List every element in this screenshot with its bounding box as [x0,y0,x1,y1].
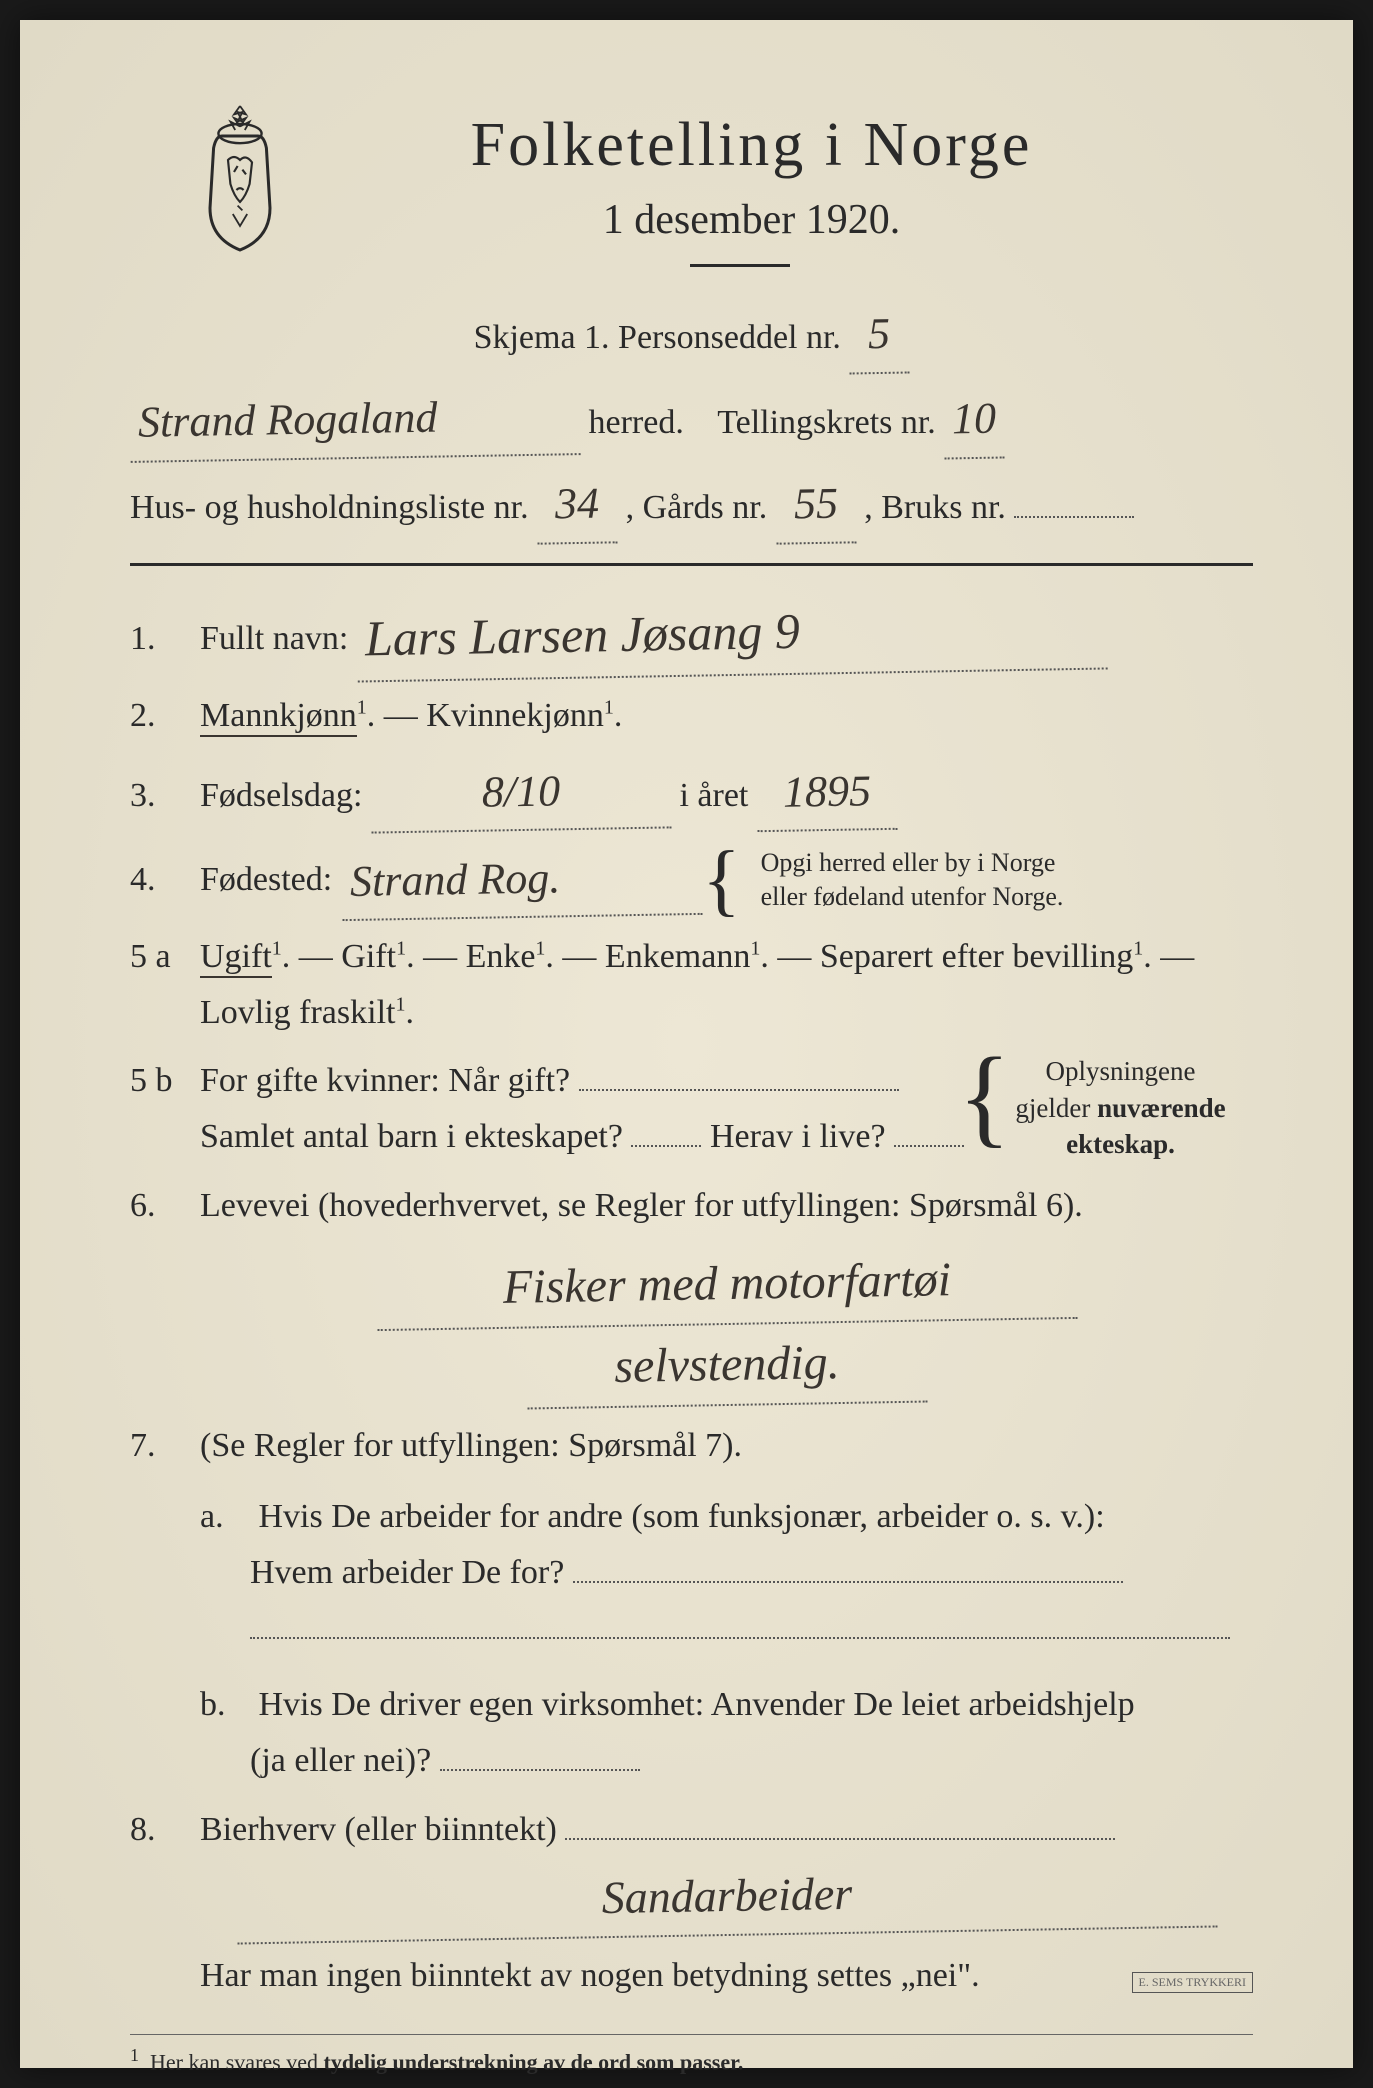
question-4: 4. Fødested: Strand Rog. { Opgi herred e… [130,843,1253,918]
q4-note-l1: Opgi herred eller by i Norge [761,848,1056,877]
q5a-enkemann: Enkemann [605,938,750,975]
q7a-l1: Hvis De arbeider for andre (som funksjon… [259,1498,1105,1535]
q7a-l2: Hvem arbeider De for? [250,1554,564,1591]
q1-value: Lars Larsen Jøsang 9 [356,585,1107,683]
q4-note: Opgi herred eller by i Norge eller fødel… [761,846,1064,914]
hushold-line: Hus- og husholdningsliste nr. 34 , Gårds… [130,467,1253,544]
gards-value: 55 [775,466,856,544]
q5b-label3: Herav i live? [710,1118,886,1155]
q1-label: Fullt navn: [200,620,348,657]
q5b-note: { Oplysningene gjelder nuværende ekteska… [973,1053,1253,1162]
q7-num: 7. [130,1427,200,1465]
q5a-enke: Enke [466,938,536,975]
q5a-gift: Gift [341,938,396,975]
krets-value: 10 [944,381,1005,459]
q2-kvinne: Kvinnekjønn [426,697,604,734]
q2-mann: Mannkjønn [200,697,357,737]
herred-value: Strand Rogaland [129,378,580,463]
q4-note-l2: eller fødeland utenfor Norge. [761,882,1064,911]
bruks-value [1014,516,1134,518]
herred-label: herred. [589,404,684,441]
q5a-fraskilt: Lovlig fraskilt [200,994,395,1031]
section-divider-1 [130,563,1253,566]
q5b-left: For gifte kvinner: Når gift? Samlet anta… [200,1053,973,1165]
q2-num: 2. [130,697,200,735]
q5b-note-l2: gjelder nuværende [1015,1093,1225,1123]
q4-label: Fødested: [200,852,332,908]
header-divider [690,264,790,267]
q7b-value [440,1769,640,1771]
q5b-value2 [631,1145,701,1147]
coat-of-arms-icon [180,100,300,250]
q5a-separert: Separert efter bevilling [820,938,1133,975]
personseddel-nr-value: 5 [849,296,910,374]
q8-label: Bierhverv (eller biinntekt) [200,1811,557,1848]
q7a-letter: a. [200,1489,250,1545]
q5b-label2: Samlet antal barn i ekteskapet? [200,1118,623,1155]
q8-note: Har man ingen biinntekt av nogen betydni… [200,1948,1253,2004]
q5a-num: 5 a [130,938,200,976]
bruks-label: , Bruks nr. [864,489,1006,526]
q5b-num: 5 b [130,1062,200,1100]
question-6: 6. Levevei (hovederhvervet, se Regler fo… [130,1178,1253,1406]
q8-blank [565,1838,1115,1840]
q3-num: 3. [130,777,200,815]
q4-brace-icon: { [702,848,740,912]
q3-day-value: 8/10 [370,753,671,833]
q6-label: Levevei (hovederhvervet, se Regler for u… [200,1187,1083,1224]
krets-label: Tellingskrets nr. [717,404,936,441]
q7b-l1: Hvis De driver egen virksomhet: Anvender… [259,1686,1135,1723]
question-3: 3. Fødselsdag: 8/10 i året 1895 [130,756,1253,831]
q5a-ugift: Ugift [200,938,272,978]
q1-num: 1. [130,620,200,658]
herred-line: Strand Rogaland herred. Tellingskrets nr… [130,382,1253,459]
question-7: 7. (Se Regler for utfyllingen: Spørsmål … [130,1418,1253,1790]
q5b-value1 [579,1089,899,1091]
question-5a: 5 a Ugift1. — Gift1. — Enke1. — Enkemann… [130,929,1253,1041]
question-8: 8. Bierhverv (eller biinntekt) Sandarbei… [130,1802,1253,2004]
gards-label: , Gårds nr. [626,489,768,526]
census-form-page: Folketelling i Norge 1 desember 1920. Sk… [20,20,1353,2068]
q8-num: 8. [130,1811,200,1849]
q7b-l2: (ja eller nei)? [250,1742,431,1779]
q7a-blank-line [250,1637,1230,1639]
printer-mark: E. SEMS TRYKKERI [1132,1972,1253,1993]
q4-num: 4. [130,861,200,899]
hus-label: Hus- og husholdningsliste nr. [130,489,529,526]
question-2: 2. Mannkjønn1. — Kvinnekjønn1. [130,688,1253,744]
question-5b: 5 b For gifte kvinner: Når gift? Samlet … [130,1053,1253,1165]
q7b-letter: b. [200,1677,250,1733]
q7a-value [573,1581,1123,1583]
form-date: 1 desember 1920. [250,196,1253,244]
question-1: 1. Fullt navn: Lars Larsen Jøsang 9 [130,591,1253,676]
q8-value: Sandarbeider [236,1849,1217,1944]
footnote-text: Her kan svares ved tydelig understreknin… [150,2049,743,2074]
form-title: Folketelling i Norge [250,110,1253,181]
form-header: Folketelling i Norge 1 desember 1920. [130,110,1253,267]
q6-num: 6. [130,1187,200,1225]
q2-dash: — [384,697,427,734]
q7-label: (Se Regler for utfyllingen: Spørsmål 7). [200,1427,742,1464]
q4-value: Strand Rog. [342,839,703,920]
q5b-brace-icon: { [958,1058,1011,1135]
q3-year-label: i året [679,777,748,814]
q6-value-l2: selvstendig. [526,1321,927,1409]
hus-value: 34 [536,466,617,544]
schema-label: Skjema 1. Personseddel nr. [474,319,841,356]
schema-line: Skjema 1. Personseddel nr. 5 [130,297,1253,374]
q6-value-l1: Fisker med motorfartøi [376,1238,1077,1331]
q5b-label1: For gifte kvinner: Når gift? [200,1062,570,1099]
q5b-note-l1: Oplysningene [1046,1056,1196,1086]
crest-svg [180,100,300,256]
q3-label: Fødselsdag: [200,777,362,814]
footnote: 1 Her kan svares ved tydelig understrekn… [130,2034,1253,2075]
q5b-note-l3: ekteskap. [1066,1129,1175,1159]
q3-year-value: 1895 [756,755,897,832]
q5b-value3 [894,1145,964,1147]
